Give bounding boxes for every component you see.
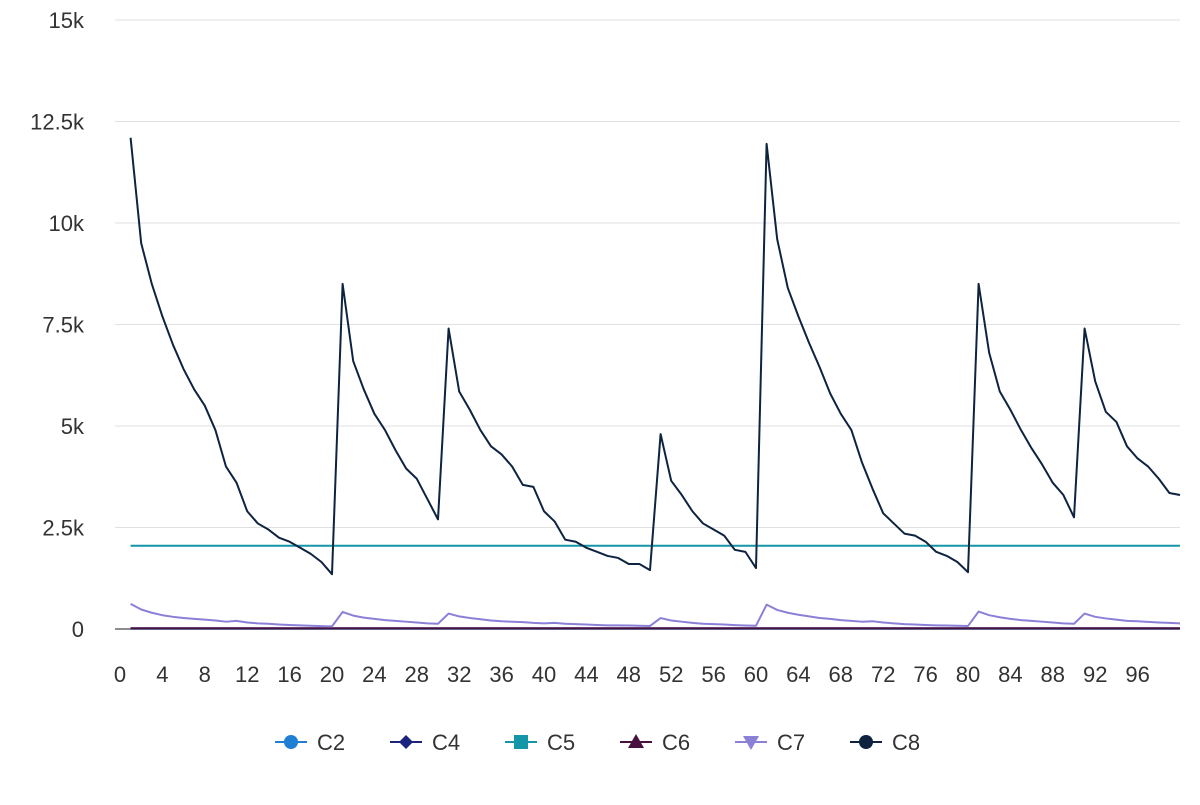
legend-item-c6[interactable]: C6 xyxy=(620,730,690,755)
y-tick-label: 12.5k xyxy=(30,110,85,135)
x-tick-label: 24 xyxy=(362,662,386,687)
x-tick-label: 32 xyxy=(447,662,471,687)
x-tick-label: 36 xyxy=(489,662,513,687)
x-tick-label: 96 xyxy=(1125,662,1149,687)
legend-label: C4 xyxy=(432,730,460,755)
legend-label: C6 xyxy=(662,730,690,755)
legend-label: C5 xyxy=(547,730,575,755)
y-tick-label: 10k xyxy=(49,211,85,236)
x-tick-label: 40 xyxy=(532,662,556,687)
x-axis: 0 4 8 12 16 20 24 28 32 36 40 44 48 52 56 60 64 68 72 76 80 8… xyxy=(114,628,1180,687)
y-axis: 0 2.5k 5k 7.5k 10k 12.5k 15k xyxy=(30,8,85,642)
x-tick-label: 52 xyxy=(659,662,683,687)
legend-item-c7[interactable]: C7 xyxy=(735,730,805,755)
legend-marker-icon xyxy=(743,736,759,750)
series-lines xyxy=(129,137,1181,630)
legend-item-c8[interactable]: C8 xyxy=(850,730,920,755)
y-tick-label: 7.5k xyxy=(42,313,85,338)
x-tick-label: 28 xyxy=(405,662,429,687)
series-line-c8 xyxy=(129,137,1181,576)
y-tick-label: 15k xyxy=(49,8,85,33)
legend-label: C7 xyxy=(777,730,805,755)
x-tick-label: 12 xyxy=(235,662,259,687)
y-tick-label: 2.5k xyxy=(42,516,85,541)
legend: C2 C4 C5 C6 C7 C8 xyxy=(275,730,920,755)
x-tick-label: 84 xyxy=(998,662,1022,687)
y-tick-label: 0 xyxy=(72,617,84,642)
legend-item-c5[interactable]: C5 xyxy=(505,730,575,755)
x-tick-label: 8 xyxy=(199,662,211,687)
x-tick-label: 72 xyxy=(871,662,895,687)
y-tick-label: 5k xyxy=(61,414,85,439)
x-tick-label: 80 xyxy=(956,662,980,687)
x-tick-label: 44 xyxy=(574,662,598,687)
x-tick-label: 76 xyxy=(913,662,937,687)
x-tick-label: 16 xyxy=(277,662,301,687)
legend-item-c4[interactable]: C4 xyxy=(390,730,460,755)
x-tick-label: 48 xyxy=(617,662,641,687)
x-tick-label: 92 xyxy=(1083,662,1107,687)
x-tick-label: 20 xyxy=(320,662,344,687)
x-tick-label: 0 xyxy=(114,662,126,687)
x-tick-label: 88 xyxy=(1041,662,1065,687)
legend-label: C8 xyxy=(892,730,920,755)
x-tick-label: 68 xyxy=(829,662,853,687)
legend-marker-icon xyxy=(859,735,873,749)
legend-marker-icon xyxy=(514,735,528,749)
x-tick-label: 60 xyxy=(744,662,768,687)
legend-marker-icon xyxy=(628,734,644,748)
legend-label: C2 xyxy=(317,730,345,755)
gridlines xyxy=(115,19,1180,630)
legend-marker-icon xyxy=(399,735,413,749)
legend-item-c2[interactable]: C2 xyxy=(275,730,345,755)
x-tick-label: 56 xyxy=(701,662,725,687)
x-tick-label: 64 xyxy=(786,662,810,687)
x-tick-label: 4 xyxy=(156,662,168,687)
series-line-c7 xyxy=(130,602,1181,628)
legend-marker-icon xyxy=(284,735,298,749)
